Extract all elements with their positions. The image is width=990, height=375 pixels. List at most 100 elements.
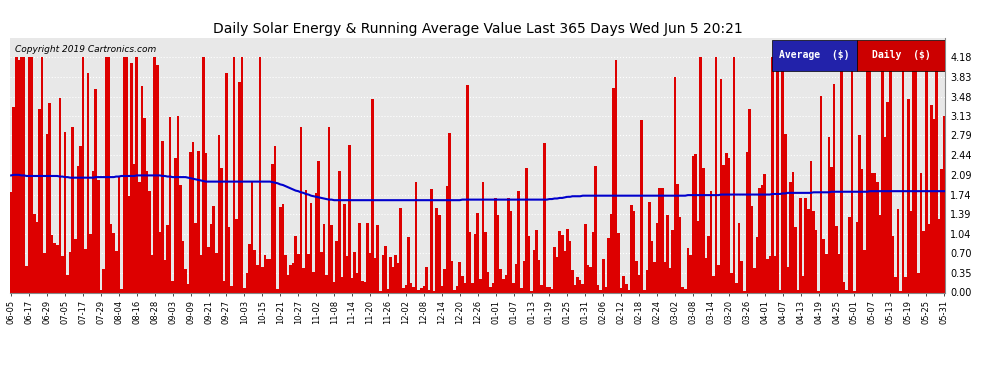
Bar [107,57,110,292]
Bar [936,57,938,292]
Bar [115,251,118,292]
Bar [205,153,207,292]
Bar [694,154,697,292]
Bar [153,57,156,292]
Bar [161,141,163,292]
Bar [189,152,192,292]
Bar [105,57,107,292]
Bar [592,232,594,292]
Bar [599,290,602,292]
Bar [466,86,468,292]
Bar [225,73,228,292]
Bar [920,173,923,292]
Bar [923,231,925,292]
Bar [26,266,28,292]
Bar [676,184,679,292]
Bar [476,213,479,292]
Bar [587,265,589,292]
Bar [550,289,553,292]
Bar [300,127,302,292]
Bar [820,96,823,292]
Bar [889,57,892,292]
Bar [723,165,725,292]
Bar [468,232,471,292]
Bar [248,244,250,292]
Bar [120,290,123,292]
Bar [266,259,268,292]
Bar [553,247,555,292]
Bar [207,247,210,292]
Bar [579,280,581,292]
Bar [589,267,592,292]
Bar [50,235,53,292]
Bar [328,126,331,292]
Bar [144,118,146,292]
Bar [702,168,705,292]
Bar [842,282,845,292]
Bar [525,168,528,292]
Bar [758,188,761,292]
Bar [338,171,341,292]
Bar [158,232,161,292]
Bar [333,282,336,292]
Bar [512,282,515,292]
Bar [645,270,648,292]
Bar [684,289,687,292]
Bar [194,223,197,292]
Text: Copyright 2019 Cartronics.com: Copyright 2019 Cartronics.com [15,45,155,54]
Bar [636,261,638,292]
Bar [148,191,150,292]
Bar [310,203,313,292]
Bar [113,233,115,292]
Bar [263,255,266,292]
Bar [631,205,633,292]
Bar [381,255,384,292]
Bar [828,137,830,292]
Bar [776,57,779,292]
Bar [169,117,171,292]
Bar [833,84,836,292]
Bar [492,283,494,292]
Bar [18,60,20,292]
Bar [294,236,297,292]
Bar [699,57,702,292]
Bar [348,145,350,292]
Bar [15,57,18,292]
Bar [594,166,597,292]
Bar [233,57,236,292]
Bar [384,246,387,292]
Bar [323,224,325,292]
Bar [933,119,936,292]
Bar [256,265,258,292]
Bar [156,64,158,292]
Bar [136,57,138,292]
Bar [930,105,933,292]
Bar [568,241,571,292]
Bar [123,57,126,292]
Bar [823,239,825,292]
Bar [500,269,502,292]
Bar [623,276,625,292]
Bar [597,285,599,292]
Bar [441,286,444,292]
Bar [163,260,166,292]
Bar [687,248,689,292]
Bar [705,258,707,292]
Bar [497,215,500,292]
Bar [387,289,389,292]
Bar [584,224,587,292]
Bar [815,230,818,292]
Bar [84,249,87,292]
Bar [271,164,274,292]
Bar [733,57,736,292]
Bar [389,257,392,292]
Bar [444,269,446,292]
Bar [802,276,805,292]
Bar [448,133,450,292]
Bar [76,166,79,292]
Bar [407,237,410,292]
Bar [668,268,671,292]
Bar [253,249,256,292]
Bar [418,290,420,292]
Bar [650,240,653,292]
